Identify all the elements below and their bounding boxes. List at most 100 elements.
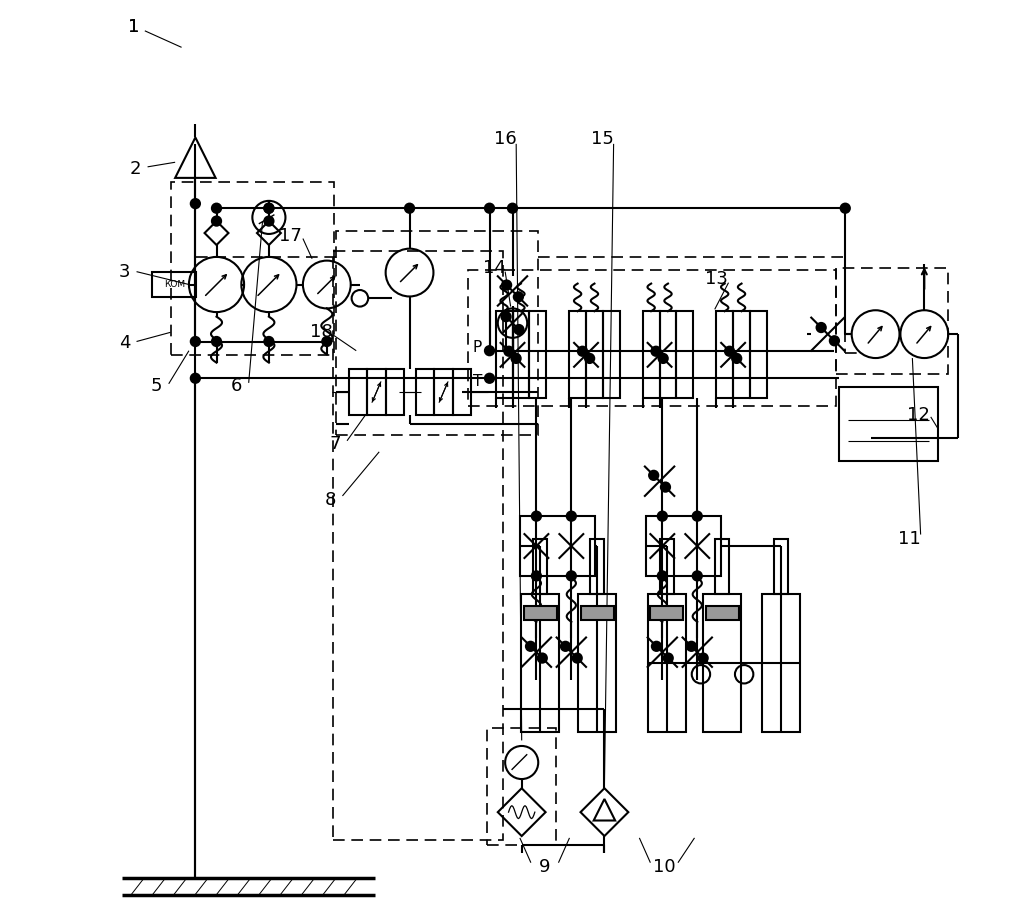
Bar bbox=[651, 607, 684, 620]
Text: 11: 11 bbox=[898, 530, 921, 549]
Circle shape bbox=[687, 642, 696, 651]
Bar bbox=[524, 607, 557, 620]
Circle shape bbox=[322, 337, 331, 346]
Text: 5: 5 bbox=[151, 376, 163, 395]
Bar bbox=[586, 311, 603, 398]
Text: 7: 7 bbox=[329, 435, 341, 454]
Text: 10: 10 bbox=[653, 858, 675, 876]
Bar bbox=[569, 311, 586, 398]
Bar bbox=[643, 311, 659, 398]
Bar bbox=[529, 311, 546, 398]
Circle shape bbox=[485, 346, 494, 355]
Circle shape bbox=[515, 325, 524, 334]
Bar bbox=[836, 268, 948, 373]
Bar bbox=[348, 369, 367, 415]
Circle shape bbox=[567, 512, 576, 521]
Circle shape bbox=[511, 354, 521, 363]
Circle shape bbox=[191, 199, 200, 208]
Circle shape bbox=[652, 347, 660, 356]
Circle shape bbox=[212, 337, 221, 346]
Text: 13: 13 bbox=[705, 270, 728, 288]
Circle shape bbox=[661, 482, 670, 491]
Circle shape bbox=[501, 312, 510, 321]
Bar bbox=[435, 369, 453, 415]
Circle shape bbox=[585, 354, 594, 363]
Bar bbox=[838, 387, 938, 461]
Circle shape bbox=[658, 572, 667, 581]
Text: 1: 1 bbox=[128, 18, 139, 36]
Circle shape bbox=[830, 337, 839, 346]
Bar bbox=[333, 252, 503, 840]
Bar bbox=[533, 539, 547, 595]
Bar bbox=[648, 595, 686, 732]
Circle shape bbox=[191, 337, 200, 346]
Text: 6: 6 bbox=[231, 376, 243, 395]
Text: 9: 9 bbox=[539, 858, 550, 876]
Circle shape bbox=[658, 512, 667, 521]
Bar bbox=[762, 595, 801, 732]
Bar bbox=[367, 369, 385, 415]
Bar bbox=[453, 369, 472, 415]
Circle shape bbox=[526, 642, 535, 651]
Bar bbox=[659, 539, 674, 595]
Circle shape bbox=[502, 280, 511, 290]
Text: 8: 8 bbox=[325, 491, 336, 509]
Circle shape bbox=[573, 654, 582, 663]
Circle shape bbox=[840, 204, 850, 213]
Circle shape bbox=[652, 642, 661, 651]
Bar bbox=[512, 311, 529, 398]
Circle shape bbox=[817, 323, 826, 332]
Circle shape bbox=[212, 204, 221, 213]
Circle shape bbox=[264, 337, 274, 346]
Bar bbox=[580, 607, 614, 620]
Text: КОМ: КОМ bbox=[164, 280, 184, 289]
Circle shape bbox=[504, 347, 514, 356]
Bar bbox=[496, 311, 512, 398]
Bar bbox=[774, 539, 788, 595]
Text: 4: 4 bbox=[119, 335, 130, 352]
Bar bbox=[170, 183, 334, 355]
Bar bbox=[603, 311, 620, 398]
Text: 1: 1 bbox=[128, 18, 139, 36]
Circle shape bbox=[191, 373, 200, 383]
Circle shape bbox=[212, 217, 221, 226]
Bar bbox=[578, 595, 616, 732]
Circle shape bbox=[538, 654, 547, 663]
Bar bbox=[646, 516, 722, 576]
Circle shape bbox=[725, 347, 734, 356]
Circle shape bbox=[264, 204, 274, 213]
Circle shape bbox=[693, 572, 702, 581]
Circle shape bbox=[561, 642, 570, 651]
Bar bbox=[733, 311, 750, 398]
Bar bbox=[716, 311, 733, 398]
Bar bbox=[703, 595, 741, 732]
Text: 3: 3 bbox=[119, 263, 130, 280]
Circle shape bbox=[532, 512, 541, 521]
Bar bbox=[385, 369, 404, 415]
Bar bbox=[589, 539, 605, 595]
Text: 2: 2 bbox=[130, 160, 141, 178]
Bar bbox=[750, 311, 767, 398]
Bar bbox=[659, 311, 677, 398]
Circle shape bbox=[532, 572, 541, 581]
Circle shape bbox=[405, 204, 414, 213]
Circle shape bbox=[567, 572, 576, 581]
Circle shape bbox=[663, 654, 672, 663]
Bar bbox=[520, 516, 596, 576]
Text: 12: 12 bbox=[907, 406, 931, 424]
Circle shape bbox=[264, 217, 274, 226]
Circle shape bbox=[649, 471, 658, 480]
Text: 17: 17 bbox=[279, 227, 301, 244]
Text: 16: 16 bbox=[494, 130, 517, 148]
Text: P: P bbox=[473, 340, 482, 356]
Bar bbox=[714, 539, 730, 595]
Bar bbox=[416, 369, 435, 415]
Text: 14: 14 bbox=[483, 259, 505, 277]
Bar bbox=[676, 311, 693, 398]
Circle shape bbox=[485, 373, 494, 383]
Circle shape bbox=[514, 292, 523, 301]
Text: 18: 18 bbox=[310, 324, 333, 341]
Circle shape bbox=[693, 512, 702, 521]
Circle shape bbox=[659, 354, 667, 363]
Circle shape bbox=[578, 347, 587, 356]
